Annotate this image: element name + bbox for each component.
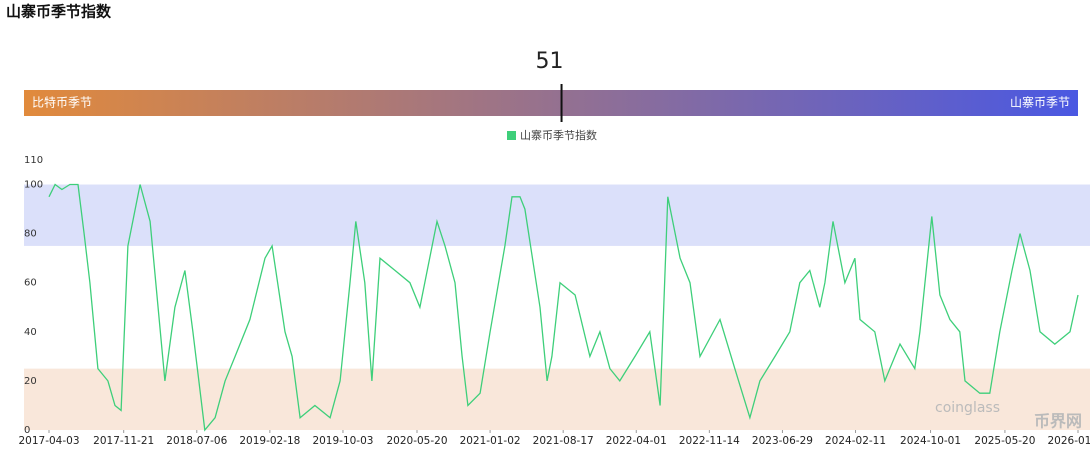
y-tick-label: 40 xyxy=(24,327,37,338)
x-tick-label: 2024-10-01 xyxy=(900,435,961,447)
gauge-right-label: 山寨币季节 xyxy=(1010,95,1070,110)
gauge-bar xyxy=(24,90,1078,116)
data-line xyxy=(48,183,1079,432)
x-tick-label: 2020-05-20 xyxy=(386,435,447,447)
y-tick-label: 20 xyxy=(24,376,37,387)
x-tick-label: 2017-04-03 xyxy=(18,435,79,447)
x-tick-label: 2022-04-01 xyxy=(606,435,667,447)
y-tick-label: 0 xyxy=(24,425,30,436)
band xyxy=(24,368,1090,430)
x-tick-label: 2026-01-02 xyxy=(1047,435,1090,447)
y-tick-label: 100 xyxy=(24,180,43,191)
x-tick-label: 2021-08-17 xyxy=(533,435,594,447)
watermark: 币界网 xyxy=(1034,412,1082,431)
gauge-value: 51 xyxy=(536,49,564,74)
x-tick-label: 2025-05-20 xyxy=(974,435,1035,447)
band xyxy=(24,184,1090,246)
watermark: coinglass xyxy=(935,400,1000,416)
x-tick-label: 2019-02-18 xyxy=(239,435,300,447)
x-tick-label: 2023-06-29 xyxy=(752,435,813,447)
y-tick-label: 80 xyxy=(24,229,37,240)
x-tick-label: 2021-01-02 xyxy=(460,435,521,447)
y-tick-label: 110 xyxy=(24,155,43,166)
page-title: 山寨币季节指数 xyxy=(6,3,112,21)
x-tick-label: 2017-11-21 xyxy=(93,435,154,447)
x-tick-label: 2024-02-11 xyxy=(825,435,886,447)
y-tick-label: 60 xyxy=(24,278,37,289)
x-tick-label: 2018-07-06 xyxy=(166,435,227,447)
legend-swatch xyxy=(507,131,516,140)
legend-label: 山寨币季节指数 xyxy=(520,128,597,142)
gauge-left-label: 比特币季节 xyxy=(32,95,92,110)
x-tick-label: 2019-10-03 xyxy=(312,435,373,447)
x-tick-label: 2022-11-14 xyxy=(679,435,740,447)
